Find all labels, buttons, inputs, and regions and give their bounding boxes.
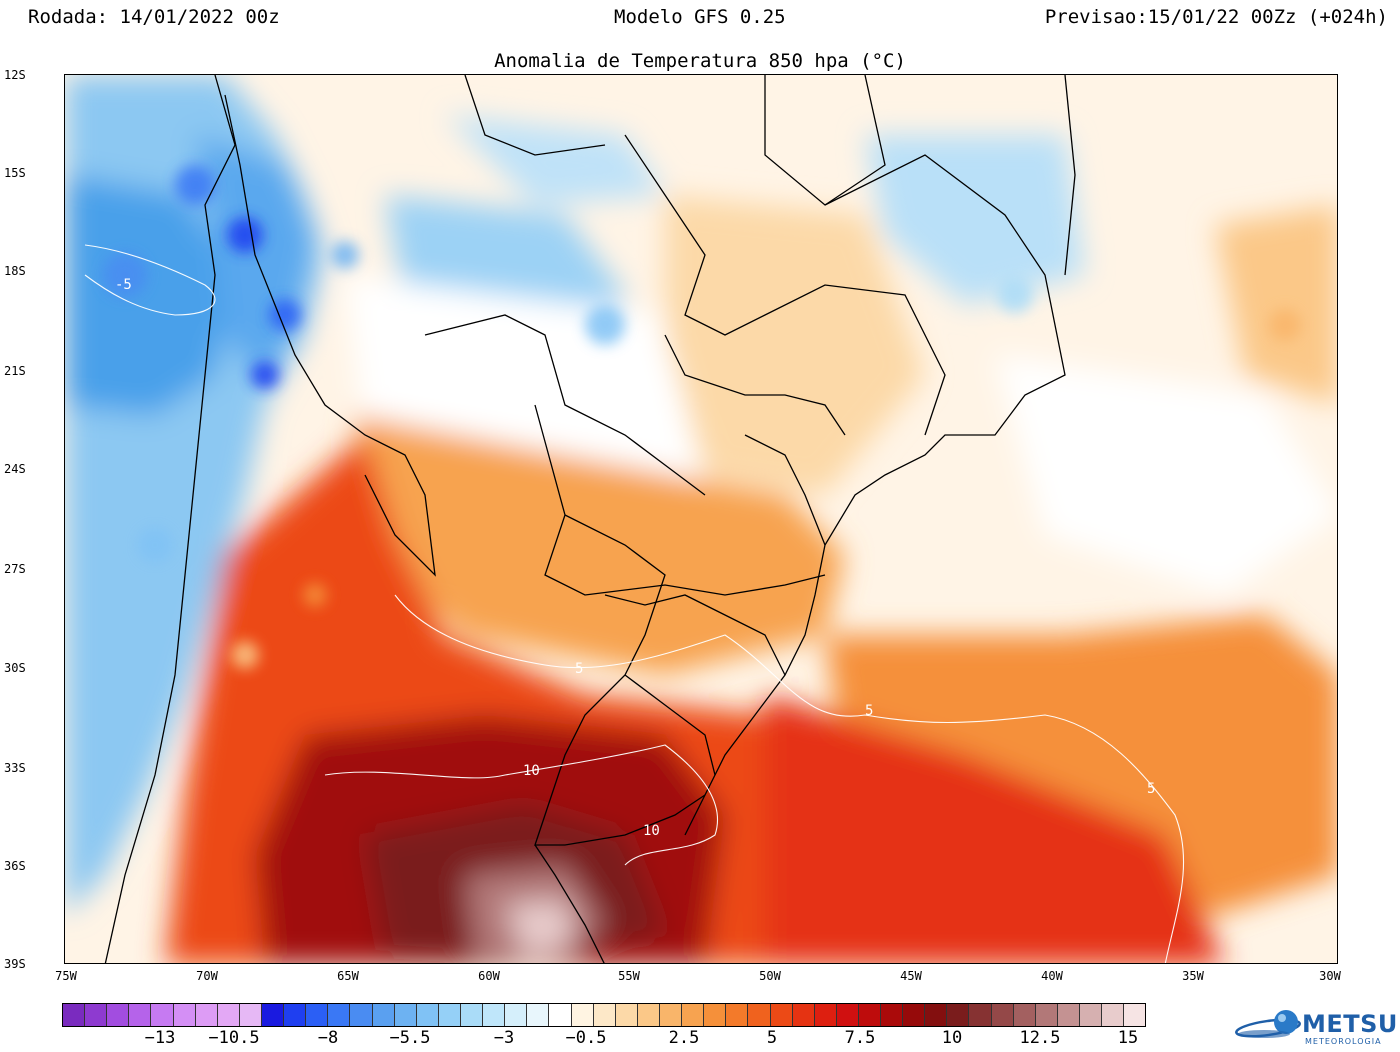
lon-label: 30W: [1319, 969, 1341, 983]
colorbar-swatch: [350, 1004, 373, 1026]
colorbar-swatch: [527, 1004, 550, 1026]
lon-label: 75W: [55, 969, 77, 983]
colorbar-swatch: [704, 1004, 727, 1026]
colorbar-swatch: [903, 1004, 926, 1026]
colorbar-swatch: [1102, 1004, 1125, 1026]
colorbar-swatch: [637, 1004, 660, 1026]
colorbar-tick-label: −3: [493, 1028, 515, 1048]
lat-label: 21S: [4, 364, 26, 378]
colorbar-swatch: [947, 1004, 970, 1026]
colorbar-swatch: [814, 1004, 837, 1026]
colorbar-swatch: [261, 1004, 285, 1026]
forecast-label: Previsao:15/01/22 00Zz (+024h): [1044, 6, 1388, 28]
colorbar-swatch: [195, 1004, 218, 1026]
colorbar-swatch: [306, 1004, 329, 1026]
colorbar-tick-label: −13: [144, 1028, 176, 1048]
lon-label: 35W: [1182, 969, 1204, 983]
colorbar-swatch: [726, 1004, 749, 1026]
colorbar-swatch: [129, 1004, 152, 1026]
lat-label: 15S: [4, 166, 26, 180]
colorbar-tick-label: −8: [317, 1028, 339, 1048]
logo-sub: METEOROLOGIA: [1305, 1037, 1382, 1046]
colorbar-swatch: [659, 1004, 683, 1026]
colorbar-swatch: [615, 1004, 638, 1026]
colorbar-swatch: [1080, 1004, 1103, 1026]
run-label: Rodada: 14/01/2022 00z: [28, 6, 280, 28]
colorbar-swatch: [85, 1004, 108, 1026]
metsul-logo-icon: [1235, 1010, 1301, 1038]
colorbar-swatch: [1057, 1004, 1081, 1026]
map-title: Anomalia de Temperatura 850 hpa (°C): [494, 50, 906, 72]
colorbar-swatch: [549, 1004, 572, 1026]
colorbar-swatch: [571, 1004, 594, 1026]
colorbar-swatch: [151, 1004, 174, 1026]
lon-label: 70W: [196, 969, 218, 983]
colorbar-swatch: [460, 1004, 484, 1026]
colorbar-swatch: [925, 1004, 948, 1026]
colorbar-tick-label: 5: [766, 1028, 778, 1048]
colorbar-swatch: [991, 1004, 1014, 1026]
lat-label: 30S: [4, 661, 26, 675]
colorbar-swatch: [284, 1004, 307, 1026]
lat-label: 18S: [4, 264, 26, 278]
colorbar-swatch: [748, 1004, 771, 1026]
contour-label: 5: [575, 661, 583, 677]
colorbar-swatch: [483, 1004, 506, 1026]
lon-label: 55W: [618, 969, 640, 983]
contour-label: 10: [523, 763, 540, 779]
logo-name: METSUL: [1302, 1010, 1400, 1038]
lat-label: 36S: [4, 859, 26, 873]
lon-label: 45W: [900, 969, 922, 983]
colorbar-swatch: [173, 1004, 196, 1026]
colorbar-swatch: [858, 1004, 882, 1026]
map-svg: -5 5 5 5 10 10: [65, 75, 1337, 963]
contour-label: -5: [115, 277, 132, 293]
lon-label: 65W: [337, 969, 359, 983]
contour-label: 5: [865, 703, 873, 719]
lat-label: 27S: [4, 562, 26, 576]
colorbar-tick-label: 2.5: [668, 1028, 700, 1048]
colorbar-tick-label: −10.5: [208, 1028, 260, 1048]
colorbar-swatch: [107, 1004, 130, 1026]
model-label: Modelo GFS 0.25: [614, 6, 786, 28]
lon-label: 50W: [759, 969, 781, 983]
colorbar-tick-label: 15: [1117, 1028, 1139, 1048]
colorbar-swatch: [416, 1004, 439, 1026]
colorbar-swatch: [792, 1004, 815, 1026]
lon-label: 40W: [1041, 969, 1063, 983]
colorbar-swatch: [969, 1004, 992, 1026]
colorbar-swatch: [394, 1004, 417, 1026]
lat-label: 24S: [4, 462, 26, 476]
colorbar-swatch: [438, 1004, 461, 1026]
contour-label: 5: [1147, 781, 1155, 797]
anomaly-map: -5 5 5 5 10 10: [64, 74, 1338, 964]
colorbar: [62, 1003, 1146, 1027]
colorbar-swatch: [328, 1004, 351, 1026]
colorbar-swatch: [836, 1004, 859, 1026]
colorbar-swatch: [682, 1004, 705, 1026]
colorbar-tick-label: 7.5: [844, 1028, 876, 1048]
lon-label: 60W: [478, 969, 500, 983]
colorbar-swatch: [1035, 1004, 1058, 1026]
colorbar-swatch: [770, 1004, 793, 1026]
colorbar-tick-label: 10: [941, 1028, 963, 1048]
colorbar-swatch: [881, 1004, 904, 1026]
colorbar-tick-label: −0.5: [565, 1028, 607, 1048]
colorbar-swatch: [217, 1004, 240, 1026]
colorbar-swatch: [1124, 1004, 1146, 1026]
colorbar-swatch: [1013, 1004, 1036, 1026]
colorbar-swatch: [63, 1004, 86, 1026]
colorbar-swatch: [239, 1004, 262, 1026]
colorbar-swatch: [372, 1004, 395, 1026]
colorbar-tick-label: −5.5: [389, 1028, 431, 1048]
lat-label: 33S: [4, 761, 26, 775]
lat-label: 12S: [4, 68, 26, 82]
lat-label: 39S: [4, 957, 26, 971]
colorbar-swatch: [505, 1004, 528, 1026]
contour-label: 10: [643, 823, 660, 839]
colorbar-tick-label: 12.5: [1019, 1028, 1061, 1048]
colorbar-swatch: [593, 1004, 616, 1026]
